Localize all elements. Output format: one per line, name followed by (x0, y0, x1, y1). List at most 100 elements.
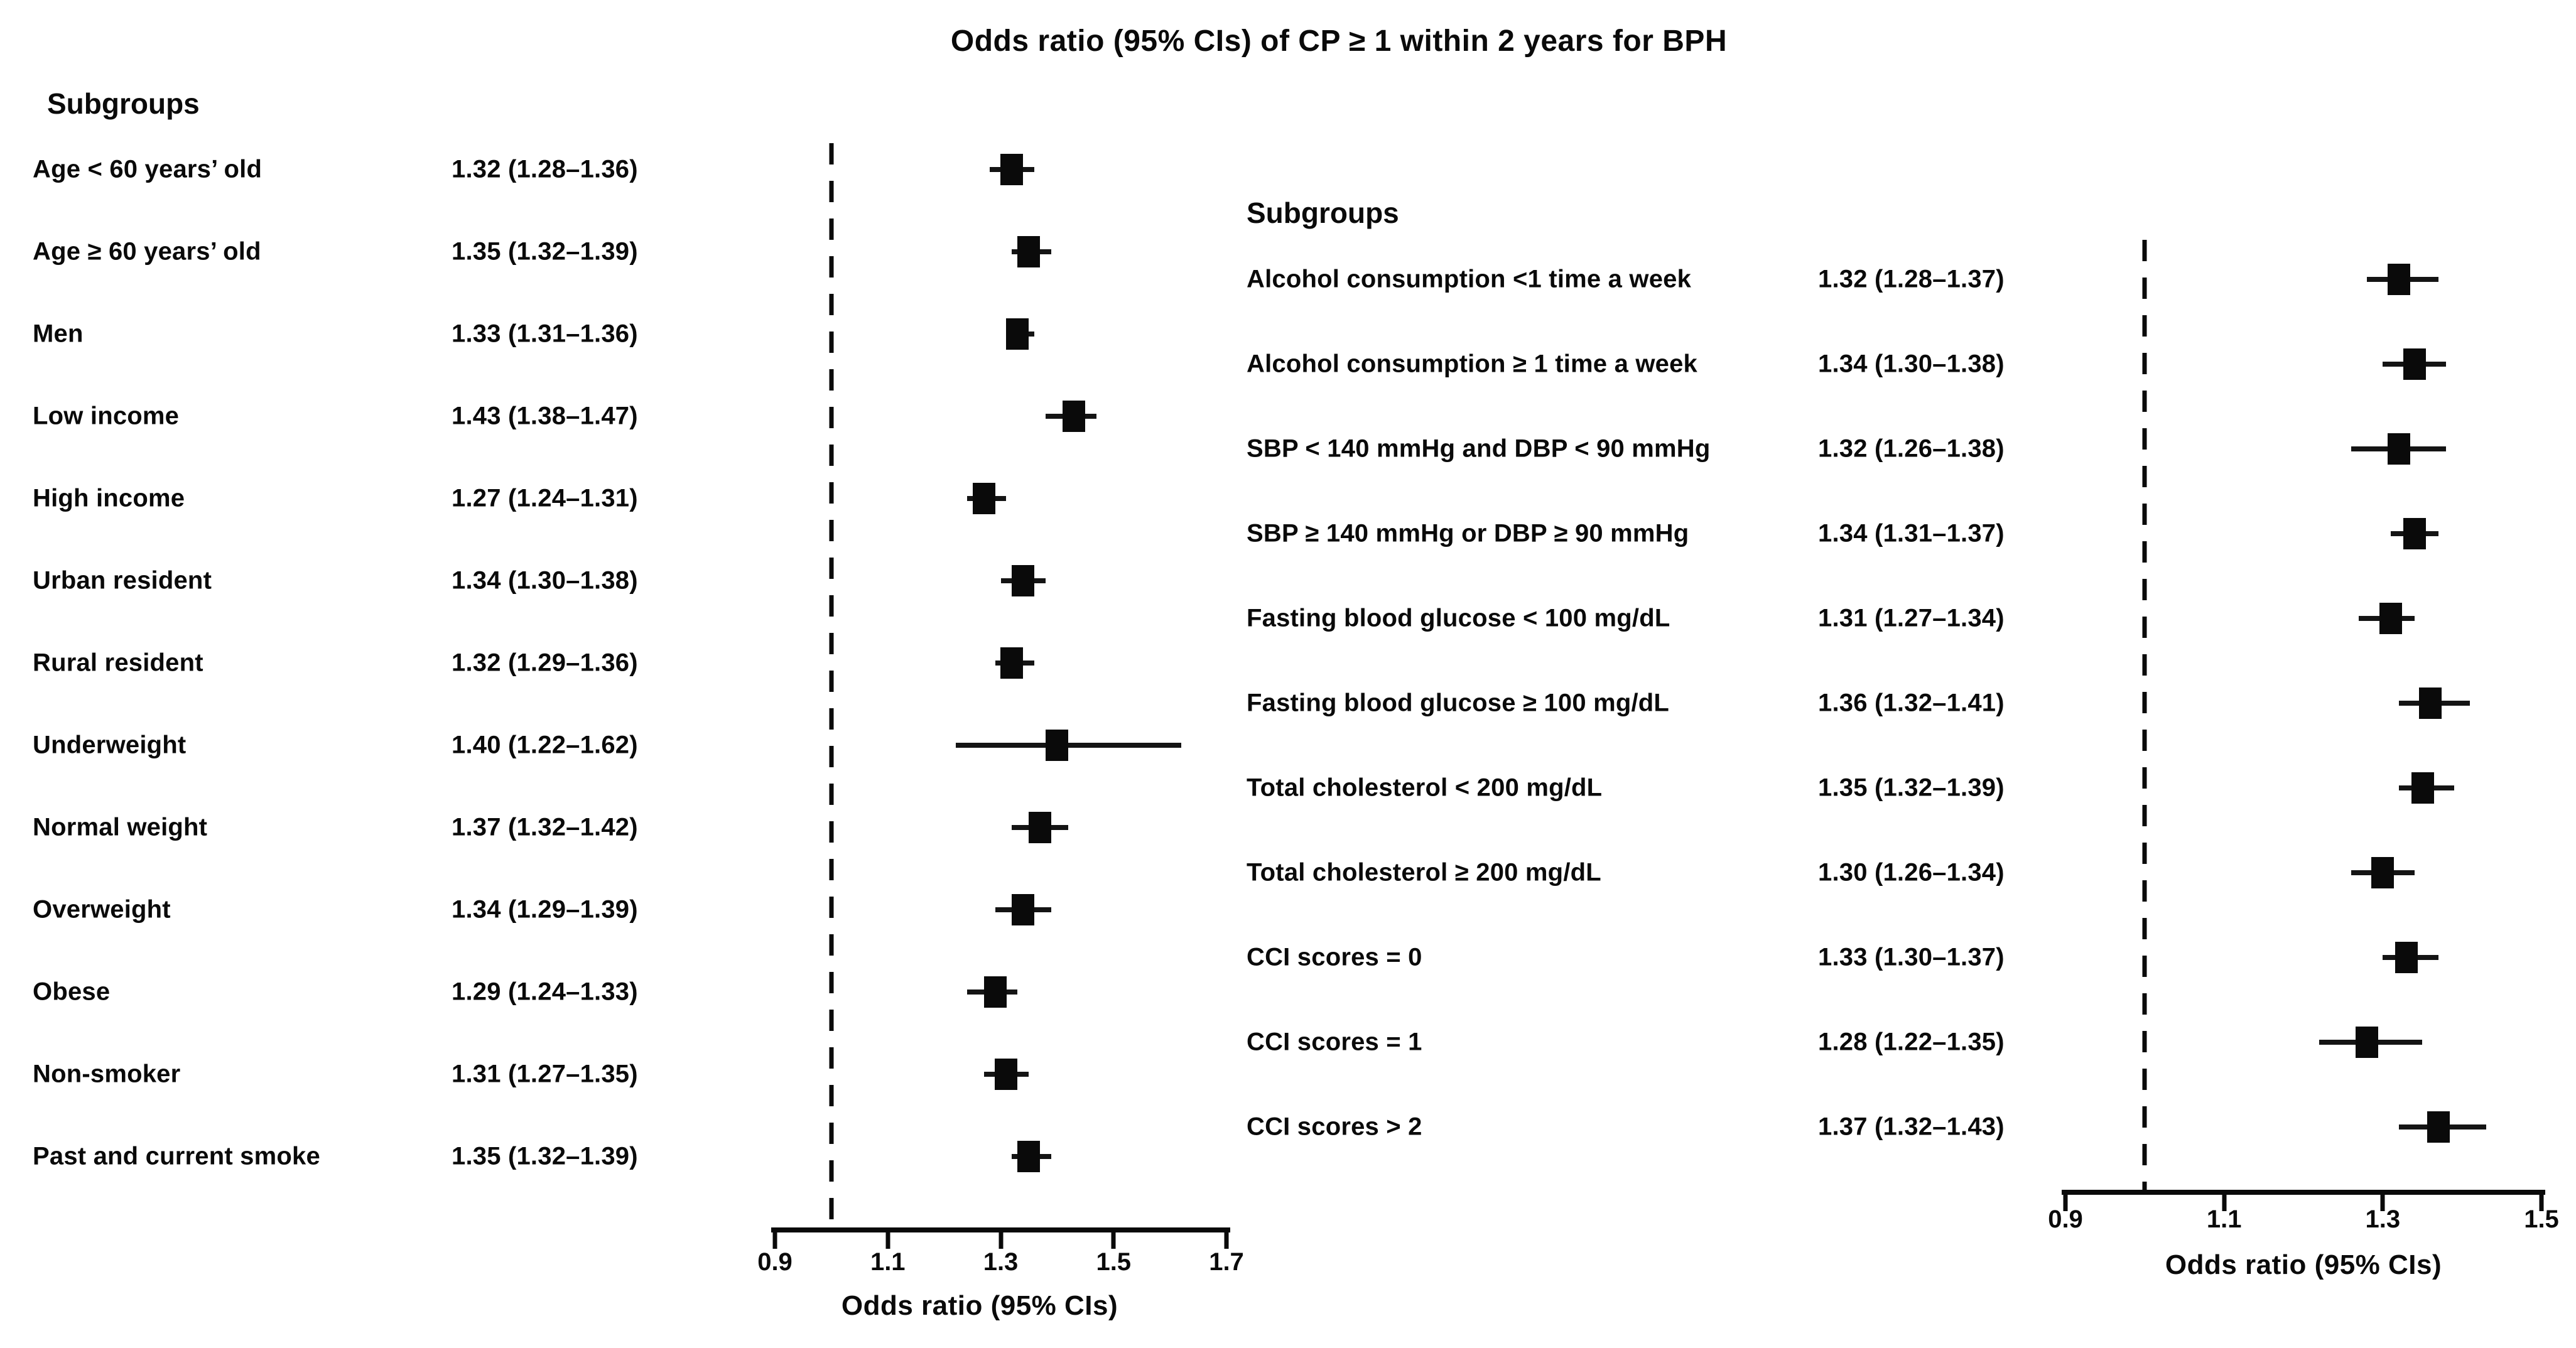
subgroup-label: Fasting blood glucose ≥ 100 mg/dL (1247, 689, 1670, 717)
subgroups-header: Subgroups (47, 87, 200, 120)
x-axis-tick (1111, 1231, 1116, 1249)
x-axis-tick (2539, 1194, 2544, 1211)
or-point-marker (1012, 894, 1035, 925)
or-point-marker (2387, 433, 2410, 465)
or-ci-value: 1.40 (1.22–1.62) (452, 731, 638, 759)
subgroup-label: SBP < 140 mmHg and DBP < 90 mmHg (1247, 434, 1711, 463)
or-point-marker (2403, 518, 2426, 549)
or-point-marker (1017, 1141, 1041, 1172)
or-point-marker (972, 483, 995, 514)
or-ci-value: 1.32 (1.26–1.38) (1818, 434, 2005, 463)
subgroup-label: Total cholesterol < 200 mg/dL (1247, 774, 1603, 802)
or-ci-value: 1.36 (1.32–1.41) (1818, 689, 2005, 717)
or-point-marker (1017, 236, 1041, 267)
or-ci-value: 1.34 (1.30–1.38) (1818, 350, 2005, 378)
or-point-marker (995, 1059, 1018, 1090)
or-ci-value: 1.34 (1.30–1.38) (452, 566, 638, 595)
subgroup-label: Past and current smoke (33, 1142, 320, 1170)
or-point-marker (2427, 1111, 2450, 1143)
or-ci-value: 1.31 (1.27–1.34) (1818, 604, 2005, 632)
subgroup-label: Fasting blood glucose < 100 mg/dL (1247, 604, 1670, 632)
or-point-marker (2371, 857, 2395, 888)
subgroup-label: Normal weight (33, 813, 208, 841)
x-axis-tick (998, 1231, 1003, 1249)
or-point-marker (2387, 264, 2410, 295)
subgroup-label: SBP ≥ 140 mmHg or DBP ≥ 90 mmHg (1247, 519, 1689, 547)
subgroup-label: CCI scores = 1 (1247, 1028, 1422, 1056)
figure-title: Odds ratio (95% CIs) of CP ≥ 1 within 2 … (950, 24, 1728, 58)
x-axis-tick (885, 1231, 890, 1249)
or-ci-value: 1.33 (1.31–1.36) (452, 320, 638, 348)
x-axis-tick-label: 1.5 (1096, 1248, 1132, 1276)
or-ci-value: 1.32 (1.28–1.36) (452, 155, 638, 183)
or-point-marker (2403, 348, 2426, 380)
or-ci-value: 1.37 (1.32–1.43) (1818, 1113, 2005, 1141)
subgroup-label: Age < 60 years’ old (33, 155, 262, 183)
x-axis-tick (772, 1231, 777, 1249)
subgroup-label: Men (33, 320, 84, 348)
or-ci-value: 1.32 (1.28–1.37) (1818, 265, 2005, 293)
x-axis-title: Odds ratio (95% CIs) (2165, 1249, 2442, 1280)
or-ci-value: 1.43 (1.38–1.47) (452, 402, 638, 430)
or-point-marker (1029, 812, 1052, 843)
x-axis-tick-label: 0.9 (757, 1248, 793, 1276)
reference-line-or-1 (829, 143, 834, 1227)
x-axis-tick-label: 1.1 (870, 1248, 906, 1276)
subgroup-label: Overweight (33, 895, 171, 924)
or-ci-value: 1.31 (1.27–1.35) (452, 1060, 638, 1088)
or-point-marker (1012, 565, 1035, 596)
subgroup-label: Urban resident (33, 566, 212, 595)
or-ci-value: 1.27 (1.24–1.31) (452, 484, 638, 512)
subgroup-label: CCI scores > 2 (1247, 1113, 1422, 1141)
subgroup-label: Total cholesterol ≥ 200 mg/dL (1247, 858, 1601, 887)
or-ci-value: 1.33 (1.30–1.37) (1818, 943, 2005, 971)
or-point-marker (2419, 687, 2442, 719)
or-ci-value: 1.35 (1.32–1.39) (452, 1142, 638, 1170)
subgroup-label: Low income (33, 402, 180, 430)
x-axis-tick (1224, 1231, 1229, 1249)
or-ci-value: 1.34 (1.31–1.37) (1818, 519, 2005, 547)
subgroup-label: Rural resident (33, 649, 203, 677)
x-axis-line (2062, 1190, 2545, 1195)
or-ci-value: 1.30 (1.26–1.34) (1818, 858, 2005, 887)
or-ci-value: 1.34 (1.29–1.39) (452, 895, 638, 924)
subgroup-label: Non-smoker (33, 1060, 181, 1088)
x-axis-tick-label: 1.3 (983, 1248, 1019, 1276)
or-ci-value: 1.35 (1.32–1.39) (1818, 774, 2005, 802)
or-ci-value: 1.29 (1.24–1.33) (452, 978, 638, 1006)
subgroup-label: High income (33, 484, 185, 512)
or-ci-value: 1.28 (1.22–1.35) (1818, 1028, 2005, 1056)
subgroup-label: Underweight (33, 731, 187, 759)
reference-line-or-1 (2142, 240, 2147, 1190)
subgroup-label: CCI scores = 0 (1247, 943, 1422, 971)
or-point-marker (1063, 401, 1086, 432)
or-point-marker (1000, 154, 1024, 185)
or-point-marker (1006, 318, 1029, 350)
or-point-marker (2411, 772, 2434, 804)
subgroups-header: Subgroups (1247, 197, 1399, 229)
subgroup-label: Obese (33, 978, 111, 1006)
or-ci-value: 1.35 (1.32–1.39) (452, 237, 638, 266)
or-point-marker (983, 976, 1007, 1008)
x-axis-tick-label: 0.9 (2048, 1205, 2083, 1233)
subgroup-label: Alcohol consumption ≥ 1 time a week (1247, 350, 1697, 378)
or-point-marker (1000, 647, 1024, 679)
or-ci-value: 1.32 (1.29–1.36) (452, 649, 638, 677)
x-axis-line (771, 1227, 1230, 1232)
subgroup-label: Age ≥ 60 years’ old (33, 237, 261, 266)
or-point-marker (1046, 730, 1069, 761)
x-axis-tick (2063, 1194, 2068, 1211)
x-axis-tick (2380, 1194, 2385, 1211)
or-point-marker (2379, 603, 2402, 634)
x-axis-tick-label: 1.1 (2206, 1205, 2242, 1233)
x-axis-title: Odds ratio (95% CIs) (841, 1290, 1118, 1321)
or-point-marker (2356, 1027, 2379, 1058)
or-point-marker (2395, 942, 2418, 973)
or-ci-value: 1.37 (1.32–1.42) (452, 813, 638, 841)
subgroup-label: Alcohol consumption <1 time a week (1247, 265, 1692, 293)
x-axis-tick-label: 1.7 (1209, 1248, 1244, 1276)
x-axis-tick-label: 1.5 (2524, 1205, 2559, 1233)
x-axis-tick-label: 1.3 (2365, 1205, 2401, 1233)
x-axis-tick (2222, 1194, 2227, 1211)
